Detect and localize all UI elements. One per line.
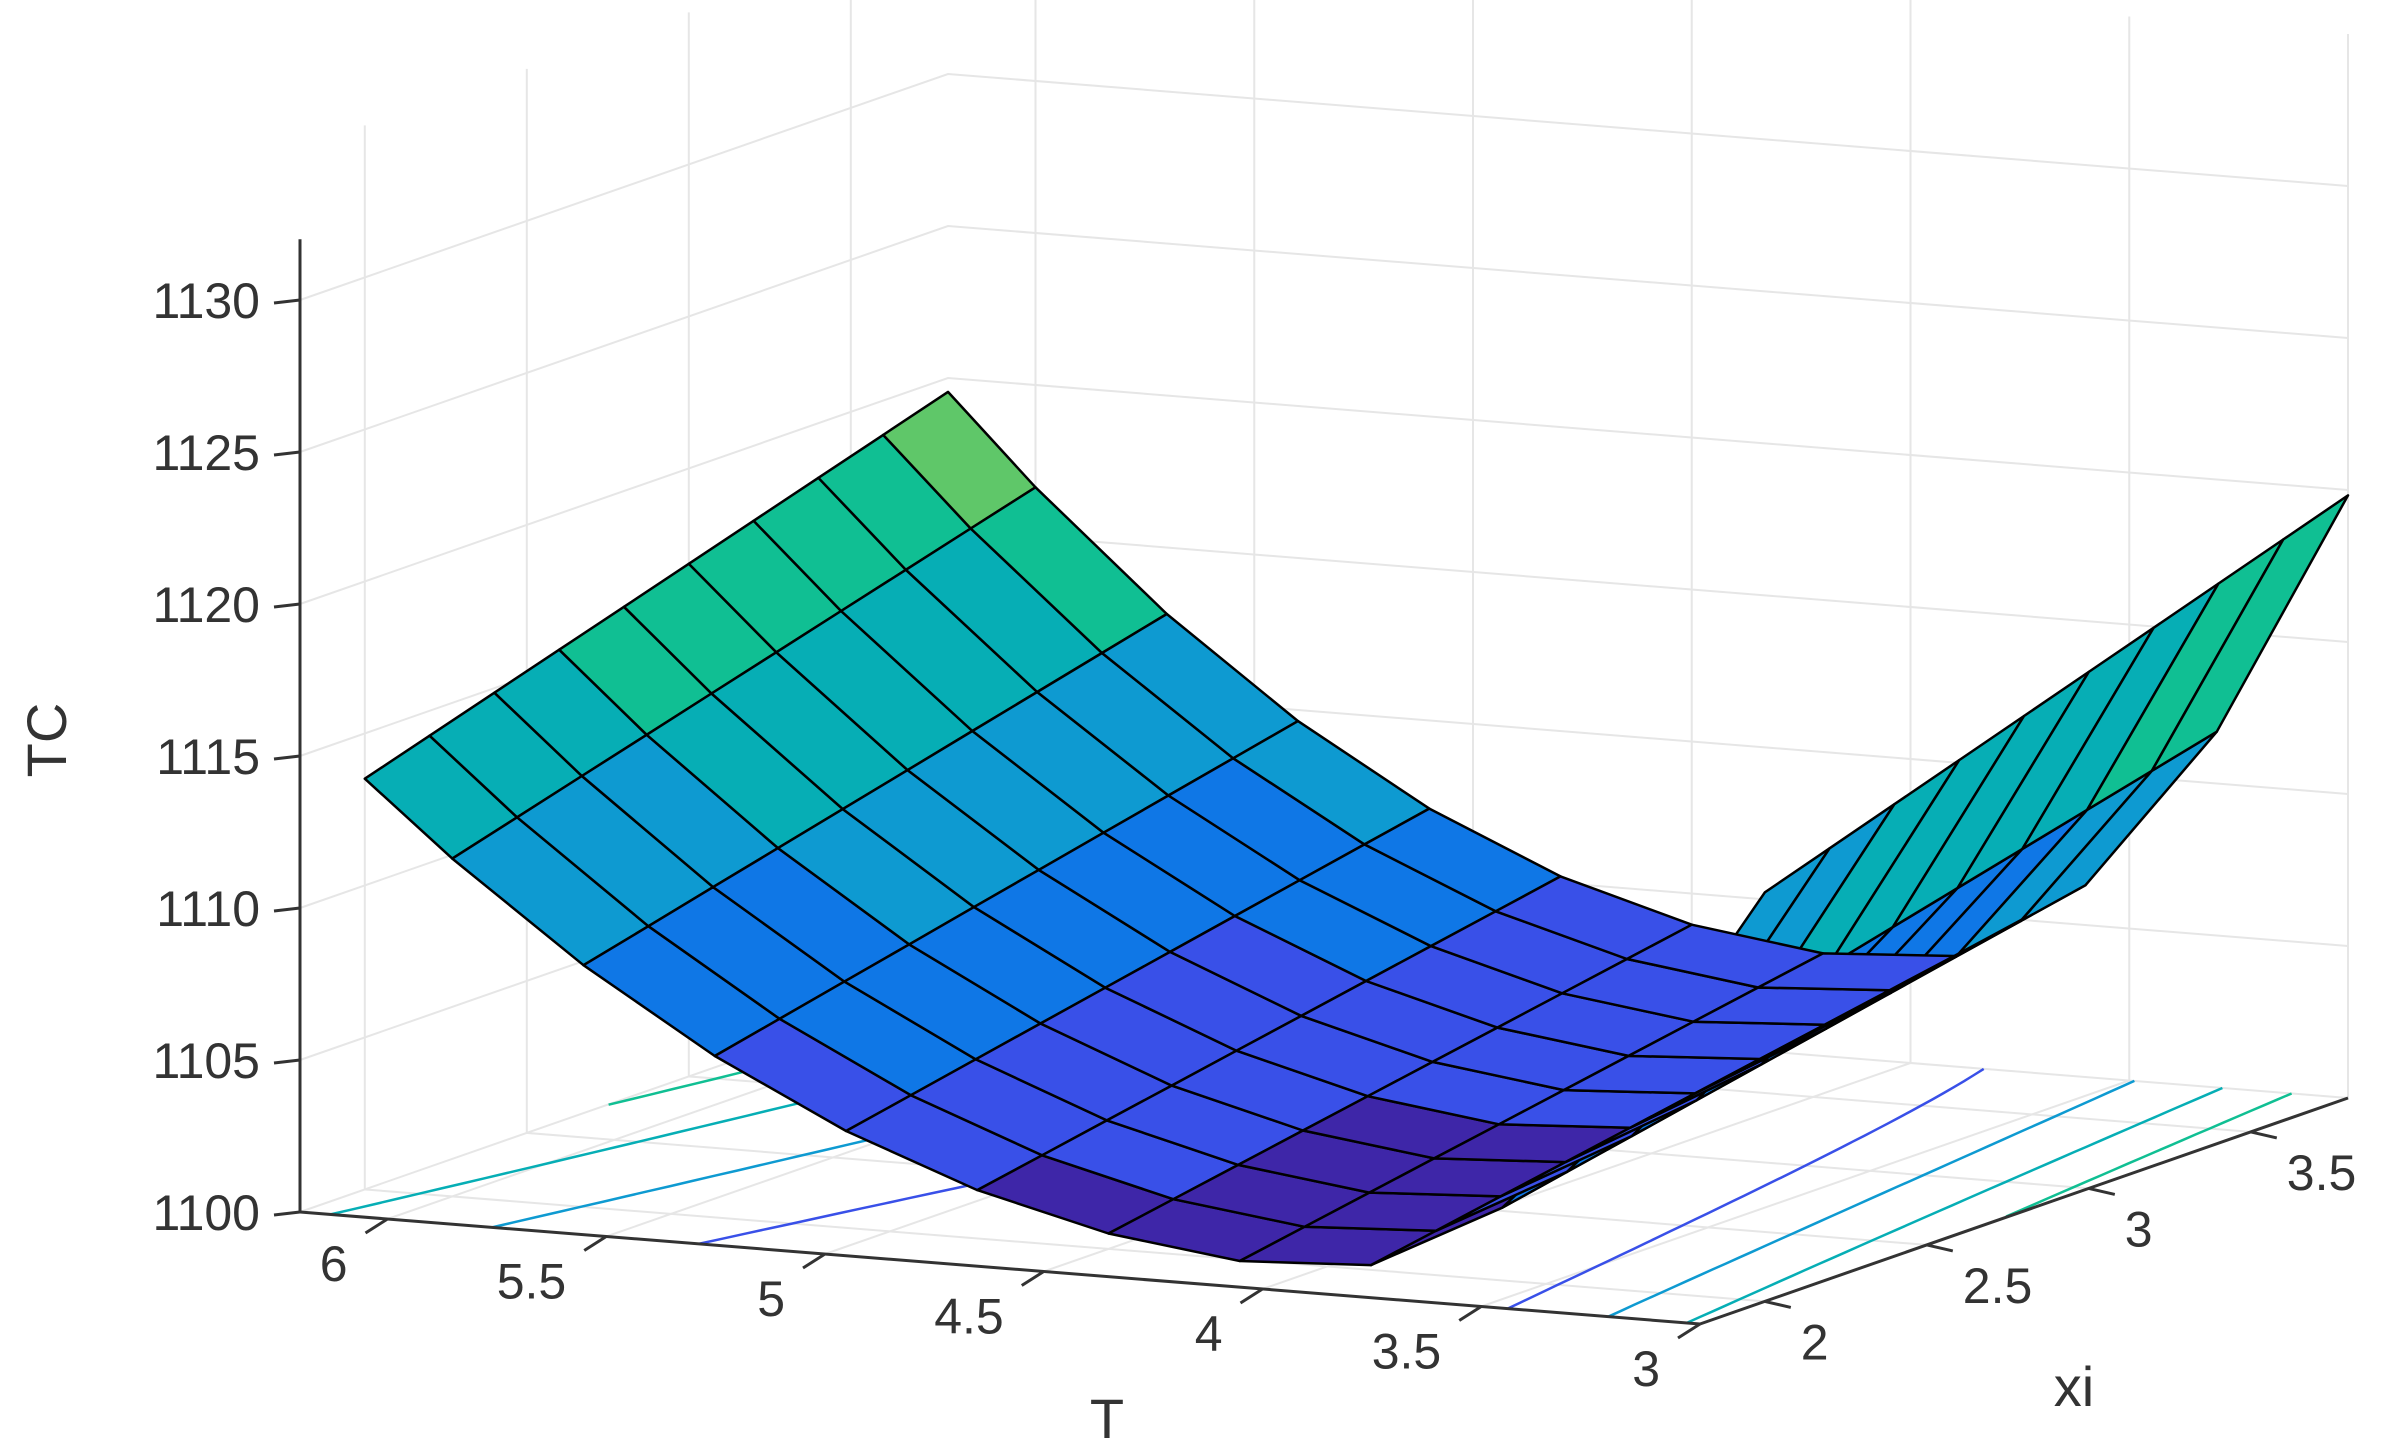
- z-tick-label-6: 1130: [152, 273, 260, 329]
- gridline-z-6: [299, 72, 2349, 301]
- x-tick-label-5: 5.5: [497, 1254, 567, 1310]
- z-tick-label-5: 1125: [152, 425, 260, 481]
- tick-layer: 1100 1105 1110 1115 1120 1125 1130 3 3.5 4 4.5 5 5.5…: [152, 273, 2356, 1397]
- x-tick-mark-0: [1677, 1322, 1701, 1340]
- x-tick-mark-6: [364, 1217, 389, 1235]
- y-axis-line: [1699, 1096, 2349, 1326]
- y-tick-label-1: 2.5: [1963, 1258, 2033, 1314]
- z-tick-label-1: 1105: [152, 1033, 260, 1089]
- contour-3-1: [2005, 1092, 2293, 1218]
- z-tick-mark-1: [273, 1058, 301, 1065]
- y-tick-mark-3: [2250, 1130, 2278, 1140]
- y-tick-mark-0: [1764, 1299, 1792, 1309]
- x-tick-label-0: 3: [1632, 1341, 1660, 1397]
- x-tick-label-3: 4.5: [934, 1289, 1004, 1345]
- surface-patch-0-8: [2150, 494, 2350, 773]
- axis-layer: [298, 239, 2349, 1326]
- y-tick-label-0: 2: [1801, 1314, 1829, 1370]
- x-axis-label: T: [1090, 1387, 1124, 1450]
- x-tick-mark-5: [583, 1235, 608, 1252]
- x-axis-line: [299, 1210, 1701, 1326]
- x-tick-label-4: 5: [757, 1271, 785, 1327]
- x-tick-label-1: 3.5: [1372, 1324, 1442, 1380]
- z-tick-label-0: 1100: [152, 1185, 260, 1241]
- z-tick-label-3: 1115: [156, 729, 260, 785]
- x-tick-mark-4: [802, 1252, 826, 1270]
- surface-layer: [363, 390, 2350, 1267]
- z-tick-mark-5: [273, 450, 301, 457]
- y-tick-mark-2: [2088, 1186, 2116, 1196]
- contour-0-1: [1507, 1067, 1985, 1310]
- y-tick-mark-1: [1926, 1243, 1954, 1253]
- z-tick-mark-6: [273, 298, 301, 305]
- z-tick-label-2: 1110: [156, 881, 260, 937]
- z-tick-mark-4: [273, 602, 301, 609]
- x-tick-mark-3: [1020, 1270, 1045, 1287]
- z-tick-mark-0: [273, 1210, 301, 1217]
- gridline-t-1: [1480, 16, 2131, 1308]
- gridline-z-4: [299, 376, 2349, 605]
- gridline-xi-2: [687, 12, 2089, 1190]
- x-tick-label-2: 4: [1195, 1306, 1223, 1362]
- y-axis-label: xi: [2054, 1355, 2094, 1418]
- y-tick-label-2: 3: [2125, 1201, 2153, 1257]
- contour-2-1: [1686, 1086, 2223, 1325]
- z-axis-label: TC: [15, 703, 78, 778]
- x-tick-mark-2: [1239, 1287, 1264, 1305]
- z-tick-mark-3: [273, 754, 301, 761]
- x-tick-label-6: 6: [320, 1236, 348, 1292]
- gridline-z-5: [299, 224, 2349, 453]
- z-tick-label-4: 1120: [152, 577, 260, 633]
- z-tick-mark-2: [273, 906, 301, 913]
- y-tick-label-3: 3.5: [2287, 1145, 2357, 1201]
- x-tick-mark-1: [1458, 1305, 1483, 1322]
- contour-1-1: [1607, 1079, 2135, 1318]
